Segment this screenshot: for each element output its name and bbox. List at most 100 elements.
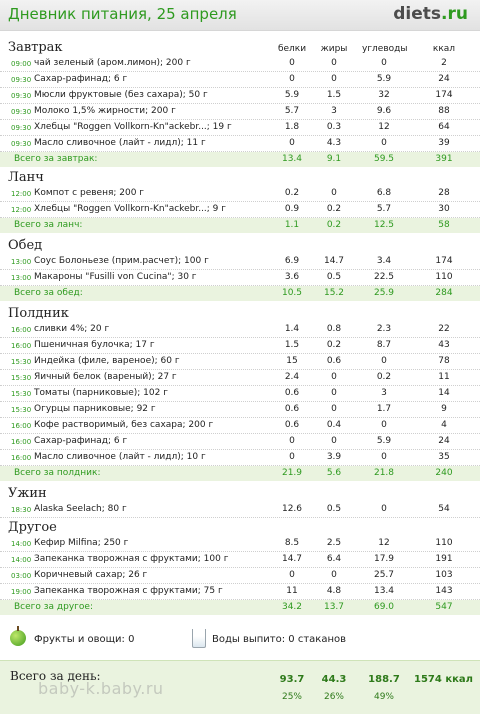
water-counter: Воды выпито: 0 стаканов [212, 634, 346, 645]
meal-title: Завтрак [8, 40, 63, 55]
food-protein: 5.7 [284, 106, 300, 116]
food-row[interactable]: 14:00 Кефир Milfina; 250 г 8.5 2.5 12 110 [0, 536, 480, 552]
food-row[interactable]: 13:00 Соус Болоньезе (прим.расчет); 100 г… [0, 254, 480, 270]
food-row[interactable]: 16:00 Пшеничная булочка; 17 г 1.5 0.2 8.7 43 [0, 338, 480, 354]
food-time: 16:00 [11, 454, 32, 462]
day-total-protein: 93.7 [279, 674, 305, 685]
meal-total-label: Всего за другое: [14, 602, 93, 612]
food-row[interactable]: 12:00 Компот с ревеня; 200 г 0.2 0 6.8 28 [0, 186, 480, 202]
food-row[interactable]: 18:30 Alaska Seelach; 80 г 12.6 0.5 0 54 [0, 502, 480, 518]
food-protein: 14.7 [281, 554, 303, 564]
food-row[interactable]: 15:30 Индейка (филе, вареное); 60 г 15 0.6 0… [0, 354, 480, 370]
food-kcal: 174 [435, 90, 453, 100]
food-row[interactable]: 16:00 сливки 4%; 20 г 1.4 0.8 2.3 22 [0, 322, 480, 338]
site-logo[interactable]: diets.ru [393, 4, 468, 24]
column-header-carbs: углеводы [362, 44, 408, 54]
food-protein: 1.4 [284, 324, 300, 334]
food-kcal: 4 [441, 420, 447, 430]
food-row[interactable]: 13:00 Макароны "Fusilli von Cucina"; 30 г… [0, 270, 480, 286]
food-fat: 0 [331, 74, 337, 84]
food-row[interactable]: 09:30 Молоко 1,5% жирности; 200 г 5.7 3 9.6 8… [0, 104, 480, 120]
food-protein: 3.6 [284, 272, 300, 282]
food-carbs: 3.4 [376, 256, 392, 266]
day-total-carbs: 188.7 [368, 674, 400, 685]
food-kcal: 143 [435, 586, 453, 596]
food-kcal: 110 [435, 538, 453, 548]
water-glass-icon [192, 629, 206, 648]
column-header-protein: белки [277, 44, 307, 54]
food-fat: 1.5 [326, 90, 342, 100]
food-row[interactable]: 14:00 Запеканка творожная с фруктами; 100… [0, 552, 480, 568]
meal-total-carbs: 12.5 [373, 220, 395, 230]
food-name: Запеканка творожная с фруктами; 100 г [34, 554, 229, 564]
food-carbs: 0 [381, 356, 387, 366]
food-name: Масло сливочное (лайт - лидл); 11 г [34, 138, 206, 148]
food-time: 16:00 [11, 422, 32, 430]
food-time: 16:00 [11, 326, 32, 334]
food-fat: 0.4 [326, 420, 342, 430]
food-row[interactable]: 15:30 Яичный белок (вареный); 27 г 2.4 0 0.2… [0, 370, 480, 386]
food-kcal: 35 [438, 452, 450, 462]
food-row[interactable]: 15:30 Томаты (парниковые); 102 г 0.6 0 3 14 [0, 386, 480, 402]
food-name: Кефир Milfina; 250 г [34, 538, 129, 548]
food-kcal: 39 [438, 138, 450, 148]
food-fat: 0.2 [326, 340, 342, 350]
meal-total-kcal: 547 [435, 602, 453, 612]
food-row[interactable]: 09:00 чай зеленый (аром.лимон); 200 г 0 0 0 2 [0, 56, 480, 72]
food-protein: 5.9 [284, 90, 300, 100]
food-row[interactable]: 03:00 Коричневый сахар; 26 г 0 0 25.7 103 [0, 568, 480, 584]
food-name: Хлебцы "Roggen Vollkorn-Kn"ackebr...; 9 … [34, 204, 226, 214]
meal-total-row: Всего за ланч: 1.1 0.2 12.5 58 [0, 218, 480, 233]
meal-total-row: Всего за другое: 34.2 13.7 69.0 547 [0, 600, 480, 615]
meal-total-fat: 15.2 [323, 288, 345, 298]
food-fat: 0 [331, 188, 337, 198]
food-time: 09:30 [11, 92, 32, 100]
watermark: baby-k.baby.ru [38, 679, 164, 698]
food-protein: 1.5 [284, 340, 300, 350]
food-fat: 0 [331, 436, 337, 446]
food-protein: 0 [289, 74, 295, 84]
food-time: 09:30 [11, 124, 32, 132]
food-fat: 0 [331, 372, 337, 382]
meal-title: Обед [8, 238, 43, 253]
food-carbs: 0 [381, 420, 387, 430]
food-row[interactable]: 16:00 Масло сливочное (лайт - лидл); 10 г… [0, 450, 480, 466]
food-time: 16:00 [11, 438, 32, 446]
food-name: Молоко 1,5% жирности; 200 г [34, 106, 176, 116]
food-row[interactable]: 09:30 Хлебцы "Roggen Vollkorn-Kn"ackebr..… [0, 120, 480, 136]
food-row[interactable]: 09:30 Сахар-рафинад; 6 г 0 0 5.9 24 [0, 72, 480, 88]
food-kcal: 2 [441, 58, 447, 68]
food-row[interactable]: 12:00 Хлебцы "Roggen Vollkorn-Kn"ackebr..… [0, 202, 480, 218]
food-row[interactable]: 09:30 Мюсли фруктовые (без сахара); 50 г 5… [0, 88, 480, 104]
food-time: 15:30 [11, 374, 32, 382]
food-time: 14:00 [11, 556, 32, 564]
food-kcal: 28 [438, 188, 450, 198]
food-protein: 12.6 [281, 504, 303, 514]
food-row[interactable]: 15:30 Огурцы парниковые; 92 г 0.6 0 1.7 9 [0, 402, 480, 418]
food-carbs: 9.6 [376, 106, 392, 116]
meal-total-row: Всего за обед: 10.5 15.2 25.9 284 [0, 286, 480, 301]
food-kcal: 103 [435, 570, 453, 580]
food-row[interactable]: 16:00 Сахар-рафинад; 6 г 0 0 5.9 24 [0, 434, 480, 450]
food-kcal: 30 [438, 204, 450, 214]
food-time: 12:00 [11, 190, 32, 198]
food-name: Alaska Seelach; 80 г [34, 504, 127, 514]
food-carbs: 3 [381, 388, 387, 398]
food-row[interactable]: 19:00 Запеканка творожная с фруктами; 75 … [0, 584, 480, 600]
day-total-label: Всего за день: [10, 669, 101, 683]
food-row[interactable]: 09:30 Масло сливочное (лайт - лидл); 11 г… [0, 136, 480, 152]
food-fat: 14.7 [323, 256, 345, 266]
day-total-fat: 44.3 [321, 674, 347, 685]
food-carbs: 0 [381, 138, 387, 148]
food-kcal: 24 [438, 436, 450, 446]
food-row[interactable]: 16:00 Кофе растворимый, без сахара; 200 г… [0, 418, 480, 434]
meal-total-fat: 0.2 [326, 220, 342, 230]
food-fat: 4.8 [326, 586, 342, 596]
fruits-counter: Фрукты и овощи: 0 [34, 634, 135, 645]
food-name: Компот с ревеня; 200 г [34, 188, 145, 198]
column-header-kcal: ккал [432, 44, 456, 54]
meal-total-kcal: 240 [435, 468, 453, 478]
food-fat: 0.2 [326, 204, 342, 214]
food-time: 09:30 [11, 108, 32, 116]
day-carbs-percent: 49% [373, 692, 394, 702]
